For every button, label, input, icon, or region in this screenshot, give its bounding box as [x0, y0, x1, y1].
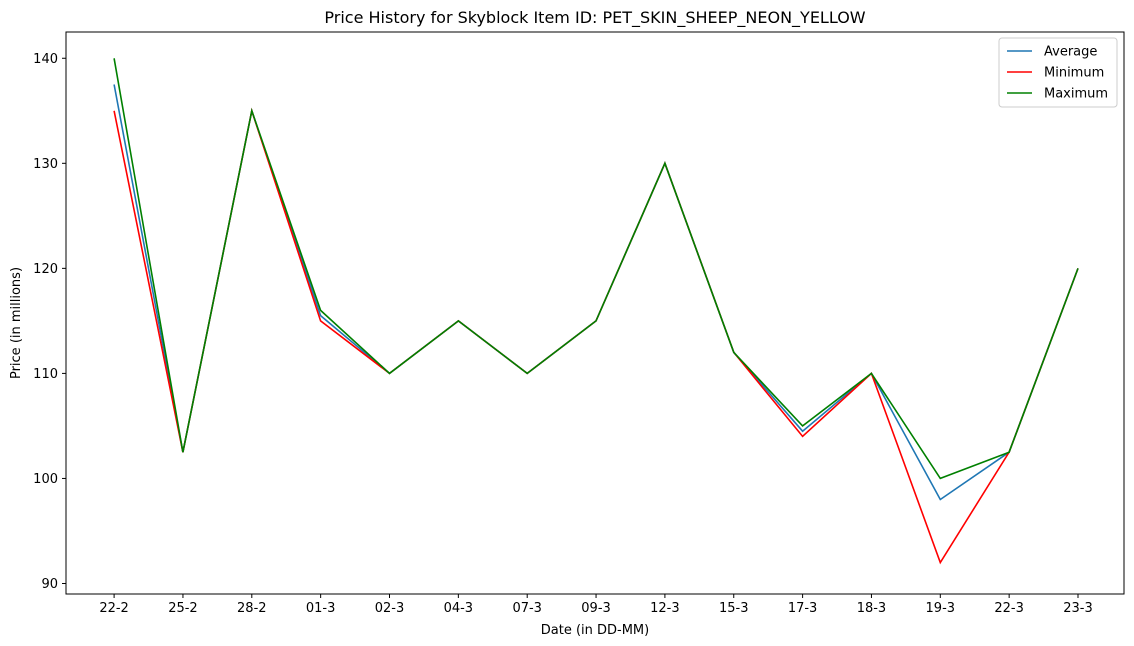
x-tick-label: 25-2 [168, 601, 198, 616]
y-tick-label: 130 [33, 157, 58, 172]
y-axis-label: Price (in millions) [9, 267, 24, 379]
legend: Average Minimum Maximum [998, 37, 1118, 108]
x-tick-label: 23-3 [1063, 601, 1093, 616]
x-tick-label: 04-3 [444, 601, 474, 616]
x-tick-label: 07-3 [512, 601, 542, 616]
x-tick-label: 01-3 [306, 601, 336, 616]
y-tick-label: 100 [33, 472, 58, 487]
x-tick-label: 22-3 [994, 601, 1024, 616]
legend-label-average: Average [1044, 45, 1097, 60]
x-tick-label: 12-3 [650, 601, 680, 616]
legend-label-maximum: Maximum [1044, 87, 1108, 102]
x-tick-label: 28-2 [237, 601, 267, 616]
x-tick-label: 22-2 [99, 601, 129, 616]
series-line-maximum [113, 58, 1079, 480]
y-tick-label: 120 [33, 262, 58, 277]
legend-label-minimum: Minimum [1044, 66, 1104, 81]
x-tick-label: 09-3 [581, 601, 611, 616]
y-tick-label: 140 [33, 52, 58, 67]
y-tick-label: 110 [33, 367, 58, 382]
chart-title: Price History for Skyblock Item ID: PET_… [324, 8, 865, 28]
x-tick-label: 19-3 [926, 601, 956, 616]
x-tick-label: 18-3 [857, 601, 887, 616]
x-tick-label: 17-3 [788, 601, 818, 616]
plot-frame [65, 31, 1125, 595]
legend-box [998, 37, 1118, 108]
plot-area: 22-2 25-2 28-2 01-3 02-3 04-3 07-3 09-3 12-3 15-3… [33, 37, 1118, 616]
x-tick-label: 15-3 [719, 601, 749, 616]
y-tick-label: 90 [41, 577, 58, 592]
x-axis-label: Date (in DD-MM) [541, 623, 649, 638]
x-tick-label: 02-3 [375, 601, 405, 616]
